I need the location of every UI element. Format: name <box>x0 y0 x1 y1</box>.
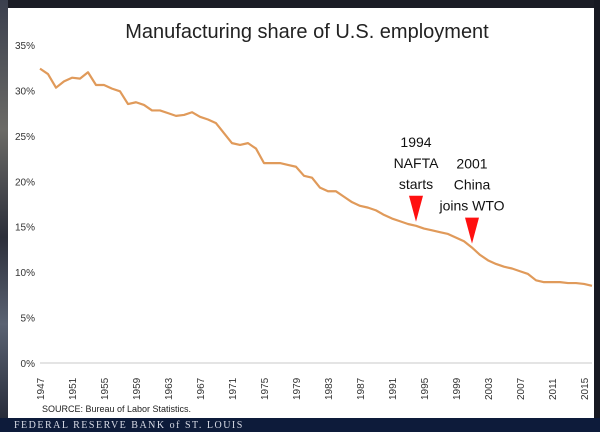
x-tick-label: 1959 <box>132 377 143 400</box>
background-right-edge <box>594 0 600 432</box>
x-tick-label: 1979 <box>292 377 303 400</box>
annotation-label: starts <box>399 176 433 192</box>
x-tick-label: 1951 <box>68 377 79 400</box>
x-tick-label: 2011 <box>548 378 559 400</box>
annotation-label: NAFTA <box>394 155 440 171</box>
annotation-label: joins WTO <box>438 198 504 214</box>
x-tick-label: 1983 <box>324 377 335 400</box>
annotation-label: 2001 <box>456 156 487 172</box>
x-tick-label: 1963 <box>164 377 175 400</box>
annotation-marker <box>465 217 479 244</box>
y-tick-label: 5% <box>21 314 36 325</box>
footer-bar <box>0 418 600 432</box>
chart-svg: Manufacturing share of U.S. employment 0… <box>15 21 593 414</box>
x-tick-label: 1955 <box>100 377 111 400</box>
series-line <box>39 67 593 287</box>
y-tick-label: 30% <box>15 86 35 97</box>
annotation-marker <box>409 195 423 222</box>
background-left-edge <box>0 0 8 432</box>
x-tick-label: 1967 <box>196 377 207 400</box>
x-tick-label: 1991 <box>388 377 399 400</box>
x-tick-label: 1975 <box>260 377 271 400</box>
chart-slide: Manufacturing share of U.S. employment 0… <box>8 8 594 418</box>
x-tick-label: 1987 <box>356 377 367 400</box>
x-tick-label: 2007 <box>516 377 527 400</box>
x-tick-label: 1971 <box>228 377 239 400</box>
x-tick-label: 2015 <box>580 377 591 400</box>
x-tick-label: 1947 <box>36 377 47 400</box>
y-tick-label: 10% <box>15 268 35 279</box>
footer-text: FEDERAL RESERVE BANK of ST. LOUIS <box>14 420 244 431</box>
chart-title: Manufacturing share of U.S. employment <box>125 21 489 43</box>
y-tick-label: 20% <box>15 177 35 188</box>
x-tick-label: 1999 <box>452 377 463 400</box>
y-tick-label: 25% <box>15 132 35 143</box>
x-tick-label: 2003 <box>484 377 495 400</box>
source-note: SOURCE: Bureau of Labor Statistics. <box>42 404 191 414</box>
x-tick-label: 1995 <box>420 377 431 400</box>
annotation-label: China <box>454 177 491 193</box>
y-tick-label: 35% <box>15 41 35 52</box>
y-tick-label: 0% <box>21 359 36 370</box>
annotation-label: 1994 <box>400 134 431 150</box>
y-tick-label: 15% <box>15 223 35 234</box>
